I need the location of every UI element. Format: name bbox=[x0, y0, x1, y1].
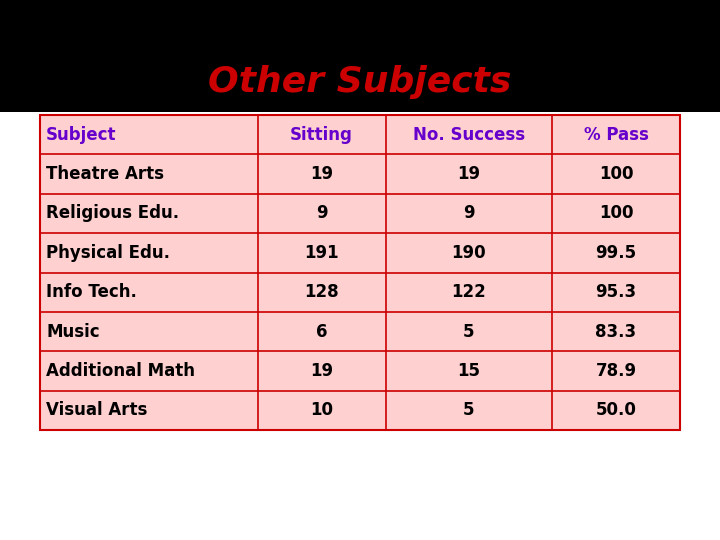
Text: 19: 19 bbox=[310, 362, 333, 380]
Text: 122: 122 bbox=[451, 283, 486, 301]
Text: 95.3: 95.3 bbox=[595, 283, 636, 301]
FancyBboxPatch shape bbox=[0, 0, 720, 112]
Text: 191: 191 bbox=[305, 244, 339, 262]
Text: 9: 9 bbox=[463, 205, 474, 222]
Text: 99.5: 99.5 bbox=[595, 244, 636, 262]
Text: % Pass: % Pass bbox=[584, 126, 649, 144]
Text: Visual Arts: Visual Arts bbox=[46, 401, 148, 420]
Text: 15: 15 bbox=[457, 362, 480, 380]
Text: Sitting: Sitting bbox=[290, 126, 353, 144]
Text: 19: 19 bbox=[310, 165, 333, 183]
Text: Subject: Subject bbox=[46, 126, 117, 144]
Text: 78.9: 78.9 bbox=[595, 362, 636, 380]
Text: 5: 5 bbox=[463, 401, 474, 420]
Text: 6: 6 bbox=[316, 322, 328, 341]
FancyBboxPatch shape bbox=[40, 115, 680, 430]
Text: 100: 100 bbox=[599, 165, 634, 183]
Text: Physical Edu.: Physical Edu. bbox=[46, 244, 170, 262]
Text: 83.3: 83.3 bbox=[595, 322, 636, 341]
Text: 100: 100 bbox=[599, 205, 634, 222]
Text: 190: 190 bbox=[451, 244, 486, 262]
Text: Info Tech.: Info Tech. bbox=[46, 283, 137, 301]
Text: 19: 19 bbox=[457, 165, 480, 183]
Text: 10: 10 bbox=[310, 401, 333, 420]
Text: Religious Edu.: Religious Edu. bbox=[46, 205, 179, 222]
Text: No. Success: No. Success bbox=[413, 126, 525, 144]
Text: Other Subjects: Other Subjects bbox=[208, 65, 512, 99]
Text: 50.0: 50.0 bbox=[595, 401, 636, 420]
Text: 128: 128 bbox=[305, 283, 339, 301]
Text: Additional Math: Additional Math bbox=[46, 362, 195, 380]
Text: 9: 9 bbox=[316, 205, 328, 222]
Text: 5: 5 bbox=[463, 322, 474, 341]
Text: Theatre Arts: Theatre Arts bbox=[46, 165, 164, 183]
Text: Music: Music bbox=[46, 322, 99, 341]
